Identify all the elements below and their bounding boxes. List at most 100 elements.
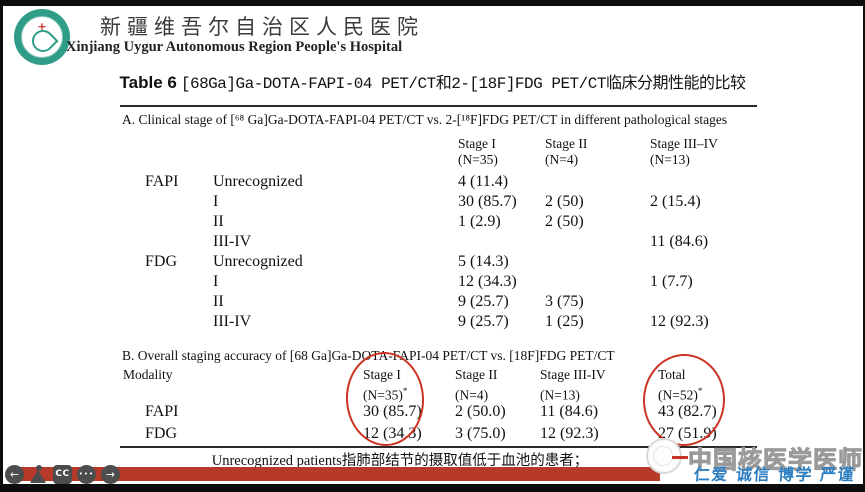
value-cell: 9 (25.7) — [458, 293, 509, 310]
modality-cell — [120, 292, 213, 312]
table-row: I 30 (85.7) 2 (50) 2 (15.4) — [120, 192, 757, 212]
table-title: Table 6 [68Ga]Ga-DOTA-FAPI-04 PET/CT和2-[… — [0, 69, 865, 93]
column-header-stage3-4: Stage III-IV (N=13) — [540, 367, 658, 404]
back-arrow-icon[interactable]: ← — [5, 465, 24, 484]
table-footnote: Unrecognized patients指肺部结节的摄取值低于血池的患者； — [120, 449, 680, 470]
section-a-body: FAPI Unrecognized 4 (11.4) I 30 (85.7) 2… — [120, 172, 757, 332]
table-row: II 9 (25.7) 3 (75) — [120, 292, 757, 312]
table-row: FAPI Unrecognized 4 (11.4) — [120, 172, 757, 192]
more-ellipsis-icon[interactable]: ••• — [77, 465, 96, 484]
value-cell — [545, 252, 650, 272]
value-cell: 43 (82.7) — [658, 403, 717, 420]
hospital-name-en: Xinjiang Uygur Autonomous Region People'… — [66, 39, 403, 55]
section-b-caption: B. Overall staging accuracy of [68 Ga]Ga… — [122, 348, 615, 363]
column-header-line1: Total — [658, 367, 686, 382]
row-label: II — [213, 293, 224, 310]
forward-arrow-icon[interactable]: → — [101, 465, 120, 484]
value-cell — [545, 172, 650, 192]
column-header-line2: (N=35) — [363, 387, 403, 403]
section-a-caption: A. Clinical stage of [⁶⁸ Ga]Ga-DOTA-FAPI… — [122, 112, 728, 127]
table-top-rule — [120, 105, 757, 107]
value-cell: 2 (50) — [545, 213, 584, 230]
person-body — [30, 470, 46, 483]
value-cell: 2 (50) — [545, 193, 584, 210]
column-header-line1: Stage III–IV — [650, 136, 718, 151]
value-cell: 30 (85.7) — [363, 403, 422, 420]
column-header-stage1: Stage I (N=35) — [458, 136, 545, 168]
value-cell: 27 (51.9) — [658, 425, 717, 442]
row-label: III-IV — [213, 233, 252, 250]
footer-red-bar — [10, 467, 660, 481]
value-cell: 1 (2.9) — [458, 213, 501, 230]
modality-cell: FDG — [145, 253, 178, 270]
section-b-header-row: Modality Stage I (N=35)* Stage II (N=4) … — [120, 367, 757, 404]
header-spacer — [120, 136, 213, 168]
table-bottom-rule — [120, 446, 757, 448]
bottom-black-bar — [0, 484, 865, 492]
table-row: FAPI 30 (85.7) 2 (50.0) 11 (84.6) 43 (82… — [120, 401, 757, 423]
column-header-line2: (N=4) — [545, 152, 579, 167]
modality-cell: FDG — [145, 425, 178, 442]
table-title-label: Table 6 — [119, 73, 177, 92]
value-cell: 2 (50.0) — [455, 403, 506, 420]
significance-star: * — [697, 386, 703, 396]
modality-cell — [120, 212, 213, 232]
value-cell: 1 (25) — [545, 313, 584, 330]
hospital-logo-inner-circle: + — [21, 16, 63, 58]
modality-cell: FAPI — [145, 403, 179, 420]
top-black-bar — [0, 0, 865, 6]
table-row: FDG 12 (34.3) 3 (75.0) 12 (92.3) 27 (51.… — [120, 423, 757, 445]
significance-star: * — [402, 386, 408, 396]
column-header-total: Total (N=52)* — [658, 367, 757, 404]
value-cell: 12 (34.3) — [458, 273, 517, 290]
modality-cell — [120, 312, 213, 332]
footnote-zh: 指肺部结节的摄取值低于血池的患者； — [341, 453, 589, 469]
value-cell: 11 (84.6) — [650, 233, 709, 250]
row-label: III-IV — [213, 313, 252, 330]
column-header-line1: Stage III-IV — [540, 367, 606, 382]
hospital-name-zh: 新疆维吾尔自治区人民医院 — [100, 15, 424, 39]
column-header-line2: (N=4) — [455, 387, 489, 403]
person-head — [35, 465, 42, 471]
value-cell: 2 (15.4) — [650, 193, 701, 210]
column-header-line2: (N=35) — [458, 152, 498, 167]
value-cell: 1 (7.7) — [650, 273, 693, 290]
modality-cell — [120, 272, 213, 292]
modality-cell — [120, 192, 213, 212]
table-row: FDG Unrecognized 5 (14.3) — [120, 252, 757, 272]
row-label: Unrecognized — [213, 173, 303, 190]
hospital-motto: 仁爱 诚信 博学 严谨 — [693, 465, 856, 484]
value-cell: 3 (75.0) — [455, 425, 506, 442]
value-cell: 12 (92.3) — [650, 313, 709, 330]
column-header-line1: Stage II — [545, 136, 588, 151]
value-cell — [650, 212, 757, 232]
modality-cell: FAPI — [145, 173, 179, 190]
value-cell: 3 (75) — [545, 293, 584, 310]
column-header-line1: Stage II — [455, 367, 498, 382]
table-row: III-IV 9 (25.7) 1 (25) 12 (92.3) — [120, 312, 757, 332]
left-black-edge — [0, 0, 3, 492]
row-label: I — [213, 273, 219, 290]
table-row: III-IV 11 (84.6) — [120, 232, 757, 252]
table-title-text: [68Ga]Ga-DOTA-FAPI-04 PET/CT和2-[18F]FDG … — [180, 75, 746, 93]
value-cell — [458, 232, 545, 252]
modality-column-header: Modality — [123, 367, 173, 382]
column-header-stage3-4: Stage III–IV (N=13) — [650, 136, 757, 168]
table-row: II 1 (2.9) 2 (50) — [120, 212, 757, 232]
attribution-person-icon[interactable] — [29, 465, 48, 484]
table-row: I 12 (34.3) 1 (7.7) — [120, 272, 757, 292]
value-cell: 9 (25.7) — [458, 313, 509, 330]
value-cell — [650, 292, 757, 312]
value-cell — [545, 272, 650, 292]
column-header-stage1: Stage I (N=35)* — [363, 367, 455, 404]
red-cross-icon: + — [37, 20, 47, 33]
column-header-stage2: Stage II (N=4) — [545, 136, 650, 168]
column-header-stage2: Stage II (N=4) — [455, 367, 540, 404]
column-header-line1: Stage I — [458, 136, 496, 151]
creative-commons-icon[interactable]: CC — [53, 465, 72, 484]
row-label: I — [213, 193, 219, 210]
hospital-logo: + — [14, 9, 70, 65]
value-cell: 12 (34.3) — [363, 425, 422, 442]
wechat-logo-red-dash — [672, 456, 688, 459]
value-cell: 11 (84.6) — [540, 403, 599, 420]
